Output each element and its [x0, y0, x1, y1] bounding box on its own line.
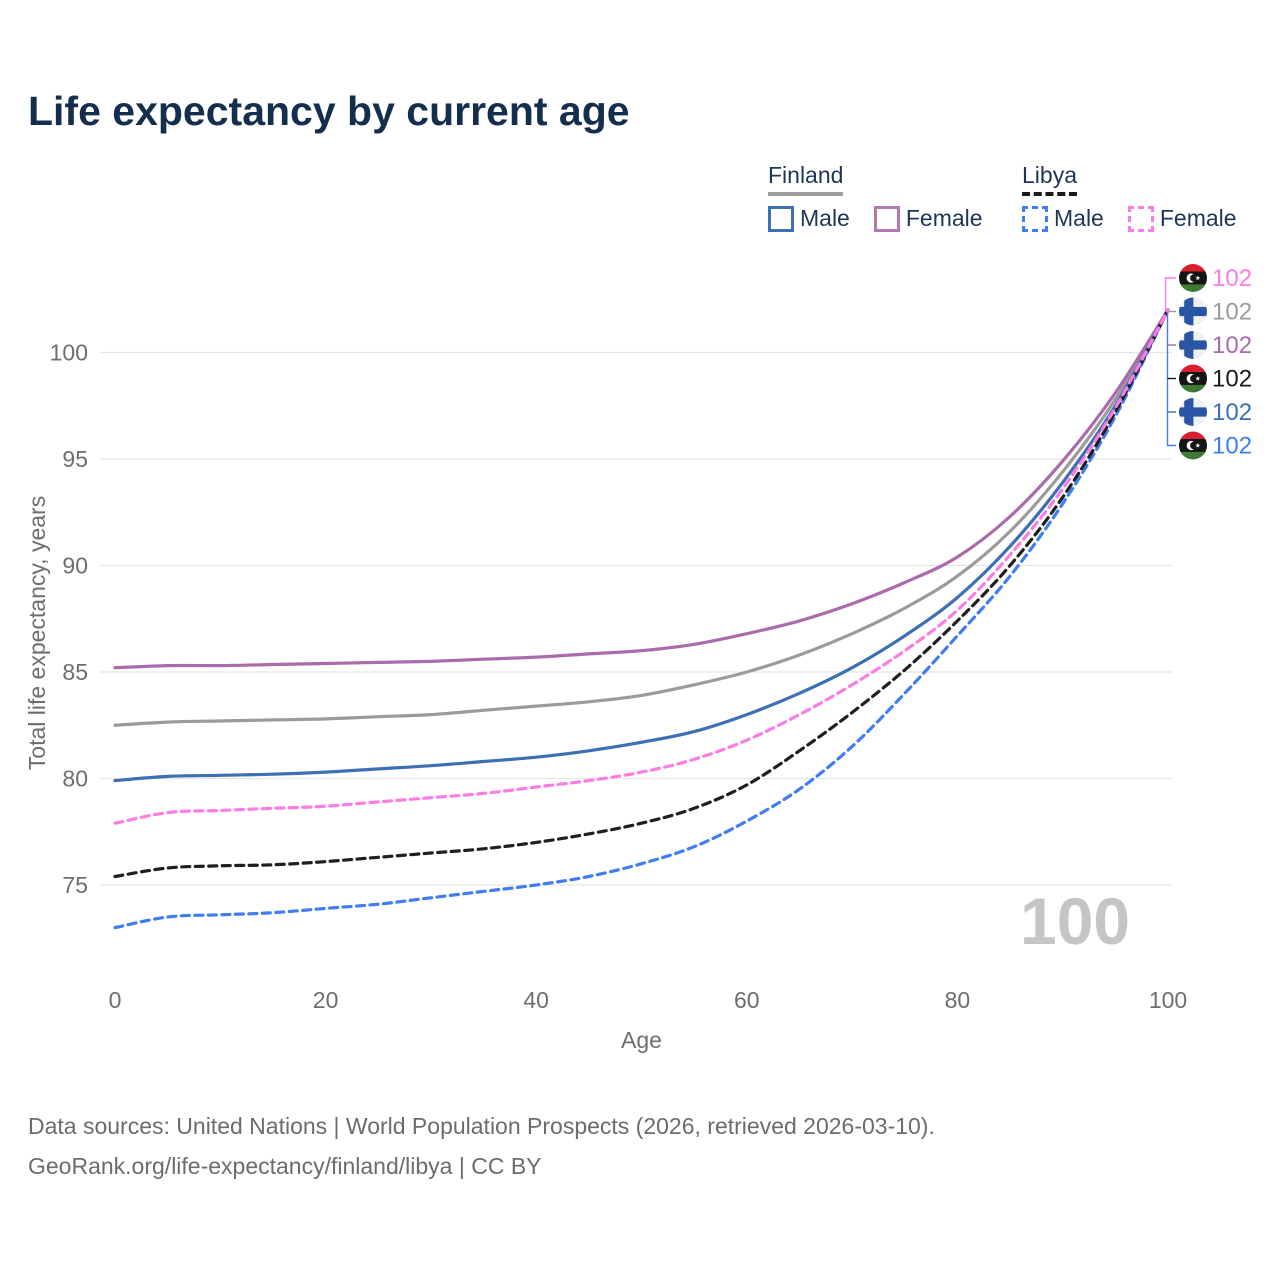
legend-header-libya[interactable]: Libya: [1022, 162, 1077, 196]
line-libya-female[interactable]: [113, 308, 1170, 825]
y-tick-80: 80: [62, 766, 88, 792]
flag-finland-icon: [1179, 297, 1207, 326]
end-label-finland-male: 102: [1212, 399, 1252, 426]
x-axis-title: Age: [621, 1027, 662, 1053]
connector-bottom: [1166, 313, 1176, 447]
legend-group-libya: Libya Male Female: [1022, 162, 1237, 232]
y-tick-85: 85: [62, 659, 88, 685]
connector-top: [1164, 277, 1176, 311]
y-tick-95: 95: [62, 446, 88, 472]
flag-finland-icon: [1179, 331, 1207, 359]
footer-url: GeoRank.org/life-expectancy/finland/liby…: [28, 1153, 542, 1179]
flag-finland-icon: [1179, 398, 1207, 426]
line-finland[interactable]: [113, 308, 1170, 727]
y-tick-100: 100: [50, 340, 88, 366]
line-libya-male[interactable]: [113, 308, 1170, 930]
flag-libya-icon: [1179, 364, 1207, 393]
footer: Data sources: United Nations | World Pop…: [28, 1106, 935, 1186]
legend-swatch-libya-female[interactable]: [1127, 205, 1154, 232]
line-finland-female[interactable]: [113, 308, 1170, 670]
end-label-libya-male: 102: [1212, 433, 1252, 460]
x-tick-60: 60: [734, 987, 760, 1013]
line-libya[interactable]: [113, 308, 1170, 879]
chart-title: Life expectancy by current age: [28, 88, 630, 134]
legend-label-libya-male[interactable]: Male: [1054, 205, 1104, 231]
legend-label-libya-female[interactable]: Female: [1159, 205, 1237, 231]
y-axis-title: Total life expectancy, years: [24, 496, 50, 770]
watermark-age-100: 100: [1020, 884, 1130, 958]
x-tick-40: 40: [523, 987, 549, 1013]
line-finland-male[interactable]: [113, 308, 1170, 783]
flag-libya-icon: [1179, 431, 1207, 460]
end-label-libya: 102: [1212, 366, 1252, 393]
end-label-finland: 102: [1212, 299, 1252, 326]
legend-label-finland-female[interactable]: Female: [905, 205, 983, 231]
footer-data-sources: Data sources: United Nations | World Pop…: [28, 1113, 935, 1139]
legend-label-finland-male[interactable]: Male: [800, 205, 850, 231]
y-tick-90: 90: [62, 553, 88, 579]
legend-swatch-libya-male[interactable]: [1022, 205, 1048, 232]
legend-swatch-finland-female[interactable]: [873, 205, 900, 232]
legend-swatch-finland-male[interactable]: [768, 205, 794, 232]
end-label-finland-female: 102: [1212, 332, 1252, 359]
x-tick-0: 0: [109, 987, 122, 1013]
end-label-libya-female: 102: [1212, 265, 1252, 292]
x-tick-100: 100: [1149, 987, 1187, 1013]
legend-group-finland: Finland Male Female: [768, 162, 983, 232]
x-tick-80: 80: [945, 987, 971, 1013]
flag-libya-icon: [1179, 264, 1207, 292]
legend-header-finland[interactable]: Finland: [768, 162, 844, 196]
y-tick-75: 75: [62, 872, 88, 898]
x-tick-20: 20: [313, 987, 339, 1013]
